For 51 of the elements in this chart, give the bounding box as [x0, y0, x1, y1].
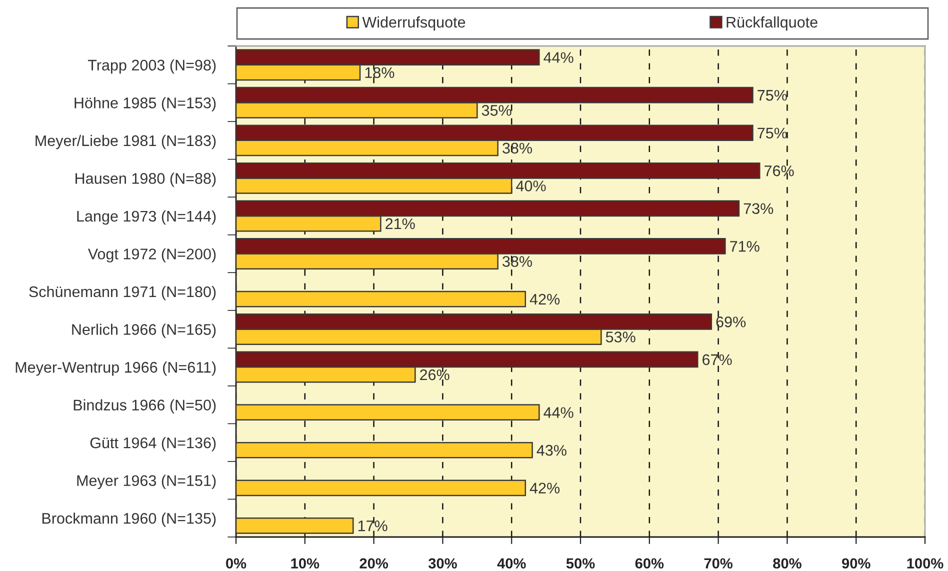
bar — [236, 480, 526, 496]
data-label: 67% — [702, 354, 732, 366]
data-label: 43% — [536, 444, 566, 456]
data-label: 42% — [530, 482, 560, 494]
x-tick-label: 80% — [773, 558, 802, 569]
y-tick-label: Brockmann 1960 (N=135) — [42, 512, 216, 527]
y-tick-label: Bindzus 1966 (N=50) — [74, 399, 216, 414]
data-label: 38% — [502, 256, 532, 267]
x-tick-label: 0% — [226, 558, 246, 569]
x-tick-label: 10% — [291, 558, 320, 569]
data-label: 76% — [764, 165, 794, 176]
x-tick-label: 50% — [566, 558, 595, 569]
data-label: 71% — [730, 241, 760, 252]
data-label: 73% — [744, 203, 774, 214]
data-label: 17% — [358, 520, 388, 532]
bar — [236, 404, 540, 421]
x-tick-label: 40% — [497, 558, 526, 569]
data-label: 21% — [386, 218, 415, 230]
data-label: 40% — [516, 180, 546, 192]
data-label: 42% — [530, 294, 560, 305]
data-label: 35% — [482, 105, 512, 116]
legend-label: Widerrufsquote — [362, 16, 466, 31]
y-tick-label: Meyer 1963 (N=151) — [77, 474, 216, 490]
y-tick-label: Höhne 1985 (N=153) — [74, 97, 216, 112]
bar — [236, 290, 526, 308]
y-tick-label: Trapp 2003 (N=98) — [88, 59, 216, 74]
y-tick-label: Lange 1973 (N=144) — [77, 210, 216, 225]
legend-label: Rückfallquote — [726, 16, 818, 31]
y-tick-label: Nerlich 1966 (N=165) — [72, 324, 216, 338]
data-label: 69% — [716, 316, 746, 328]
x-tick-label: 90% — [842, 558, 870, 569]
x-tick-label: 100% — [907, 558, 944, 569]
y-tick-label: Meyer-Wentrup 1966 (N=611) — [16, 362, 216, 376]
x-tick-label: 30% — [428, 558, 457, 569]
y-tick-label: Hausen 1980 (N=88) — [76, 172, 216, 187]
x-tick-label: 60% — [635, 558, 664, 569]
bar — [236, 517, 354, 534]
data-label: 75% — [758, 90, 787, 101]
y-tick-label: Schünemann 1971 (N=180) — [29, 286, 216, 300]
data-label: 75% — [758, 128, 787, 138]
y-tick-label: Vogt 1972 (N=200) — [88, 248, 216, 262]
bar — [236, 442, 533, 458]
x-tick-label: 70% — [704, 558, 733, 569]
y-tick-label: Gütt 1964 (N=136) — [90, 437, 216, 452]
data-label: 18% — [365, 67, 394, 78]
data-label: 44% — [544, 407, 574, 418]
x-tick-label: 20% — [360, 558, 388, 569]
data-label: 53% — [606, 332, 636, 342]
data-label: 44% — [544, 52, 574, 63]
data-label: 26% — [420, 369, 450, 380]
y-tick-label: Meyer/Liebe 1981 (N=183) — [36, 134, 216, 150]
